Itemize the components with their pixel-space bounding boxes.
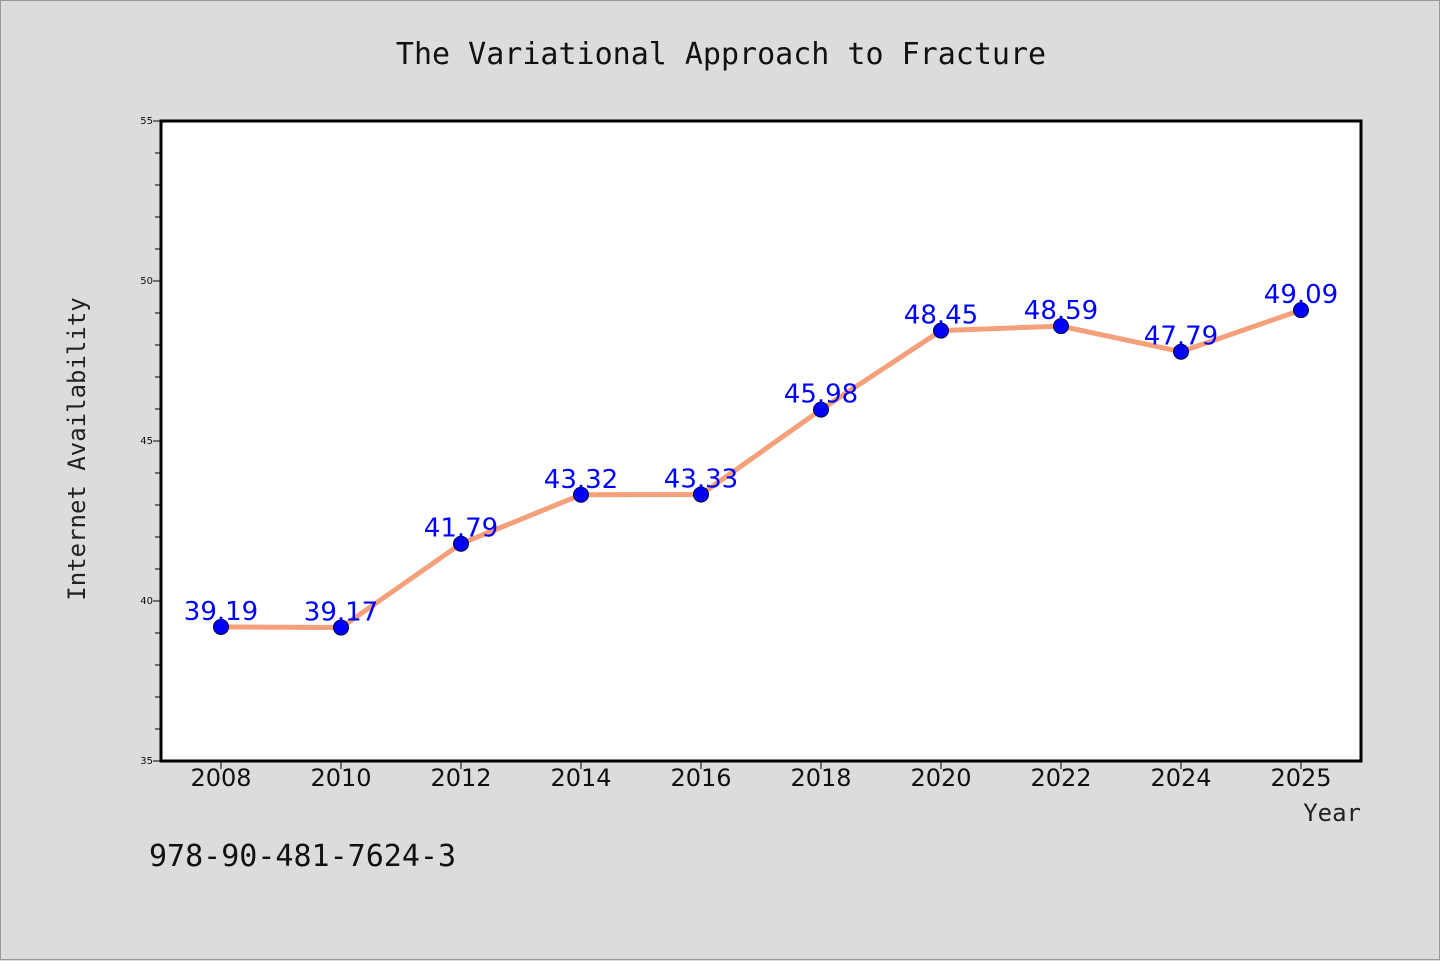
plot-area	[161, 121, 1361, 761]
data-label: 43.33	[664, 464, 738, 494]
x-axis-label: Year	[1303, 799, 1361, 827]
x-tick-label: 2010	[310, 764, 371, 792]
series-line	[218, 307, 1304, 631]
y-tick-label: 45	[140, 436, 153, 447]
x-axis: 2008 2010 2012 2014 2016 2018 2020 2022 2024 2025	[190, 761, 1332, 792]
y-tick-label: 40	[140, 596, 153, 607]
data-point	[1053, 318, 1069, 335]
plot-frame	[159, 119, 1363, 763]
data-point	[213, 618, 229, 635]
x-tick-label: 2024	[1150, 764, 1211, 792]
x-tick-label: 2018	[790, 764, 851, 792]
data-label: 39.19	[184, 597, 258, 627]
y-tick-label: 55	[140, 116, 153, 127]
isbn-text: 978-90-481-7624-3	[149, 839, 456, 874]
data-point	[1173, 343, 1189, 360]
x-tick-label: 2014	[550, 764, 611, 792]
data-label: 45.98	[784, 380, 858, 410]
y-axis-label: Internet Availability	[63, 297, 91, 600]
data-point	[1293, 302, 1309, 319]
y-tick-label: 35	[140, 756, 153, 767]
data-point	[813, 401, 829, 418]
data-label: 48.59	[1024, 296, 1098, 326]
chart-title: The Variational Approach to Fracture	[396, 37, 1046, 72]
x-tick-label: 2022	[1030, 764, 1091, 792]
data-label: 43.32	[544, 465, 618, 495]
data-label: 48.45	[904, 301, 978, 331]
data-label: 47.79	[1144, 322, 1218, 352]
data-label: 39.17	[304, 598, 378, 628]
data-label: 49.09	[1264, 280, 1338, 310]
data-point	[693, 486, 709, 503]
y-tick-label: 50	[140, 276, 153, 287]
x-tick-label: 2020	[910, 764, 971, 792]
data-label: 41.79	[424, 514, 498, 544]
data-point	[573, 486, 589, 503]
data-point	[333, 619, 349, 636]
x-tick-label: 2008	[190, 764, 251, 792]
x-tick-label: 2012	[430, 764, 491, 792]
x-tick-label: 2016	[670, 764, 731, 792]
x-tick-label: 2025	[1270, 764, 1331, 792]
y-axis: 35 40 45 50 55	[140, 116, 161, 767]
data-point	[453, 535, 469, 552]
data-point	[933, 322, 949, 339]
series-layer: 39.19 39.17 41.79 43.32 43.33 45.98 48.45 48.59…	[184, 280, 1338, 636]
